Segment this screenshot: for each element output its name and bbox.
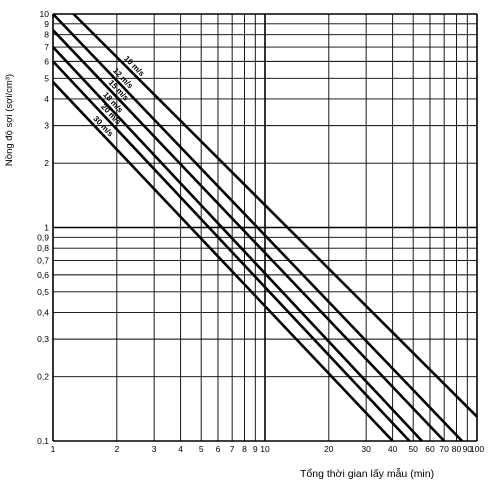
series-lines	[52, 13, 478, 442]
x-tick-label: 7	[230, 444, 235, 454]
y-tick-label: 5	[44, 73, 49, 83]
y-tick-label: 0,8	[37, 243, 49, 253]
y-tick-label: 0,6	[37, 270, 49, 280]
x-tick-label: 4	[178, 444, 183, 454]
x-tick-label: 6	[216, 444, 221, 454]
y-tick-label: 0,3	[37, 334, 49, 344]
x-tick-label: 10	[260, 444, 270, 454]
y-tick-label: 8	[44, 30, 49, 40]
x-tick-label: 3	[152, 444, 157, 454]
y-tick-label: 0,1	[37, 436, 49, 446]
y-tick-label: 9	[44, 19, 49, 29]
y-tick-label: 7	[44, 42, 49, 52]
y-tick-label: 0,9	[37, 232, 49, 242]
series-line	[52, 60, 411, 442]
x-tick-label: 1	[51, 444, 56, 454]
x-tick-label: 70	[439, 444, 449, 454]
series-line	[72, 13, 478, 418]
y-tick-label: 3	[44, 121, 49, 131]
y-tick-label: 0,4	[37, 307, 49, 317]
y-tick-label: 0,5	[37, 287, 49, 297]
x-tick-label: 20	[324, 444, 334, 454]
x-tick-label: 90	[463, 444, 473, 454]
y-axis-label-wrap: Nồng độ sợi (sợi/cm³)	[4, 74, 15, 166]
y-tick-label: 2	[44, 158, 49, 168]
y-tick-label: 10	[40, 9, 50, 19]
series-line	[52, 29, 446, 442]
series-line	[52, 46, 423, 442]
y-tick-label: 0,2	[37, 372, 49, 382]
x-tick-label: 60	[425, 444, 435, 454]
y-axis-label: Nồng độ sợi (sợi/cm³)	[4, 74, 15, 166]
x-axis-label: Tổng thời gian lấy mẫu (min)	[300, 468, 435, 480]
x-tick-label: 9	[253, 444, 258, 454]
x-tick-label: 5	[199, 444, 204, 454]
y-tick-label: 0,7	[37, 256, 49, 266]
y-tick-label: 4	[44, 94, 49, 104]
x-tick-label: 100	[470, 444, 484, 454]
x-tick-label: 30	[361, 444, 371, 454]
y-tick-label: 1	[44, 223, 49, 233]
y-tick-label: 6	[44, 56, 49, 66]
x-tick-label: 8	[242, 444, 247, 454]
x-tick-label: 2	[114, 444, 119, 454]
series-line	[52, 81, 394, 442]
x-tick-label: 40	[388, 444, 398, 454]
x-tick-label: 50	[408, 444, 418, 454]
x-tick-label: 80	[452, 444, 462, 454]
series-line	[52, 13, 463, 442]
